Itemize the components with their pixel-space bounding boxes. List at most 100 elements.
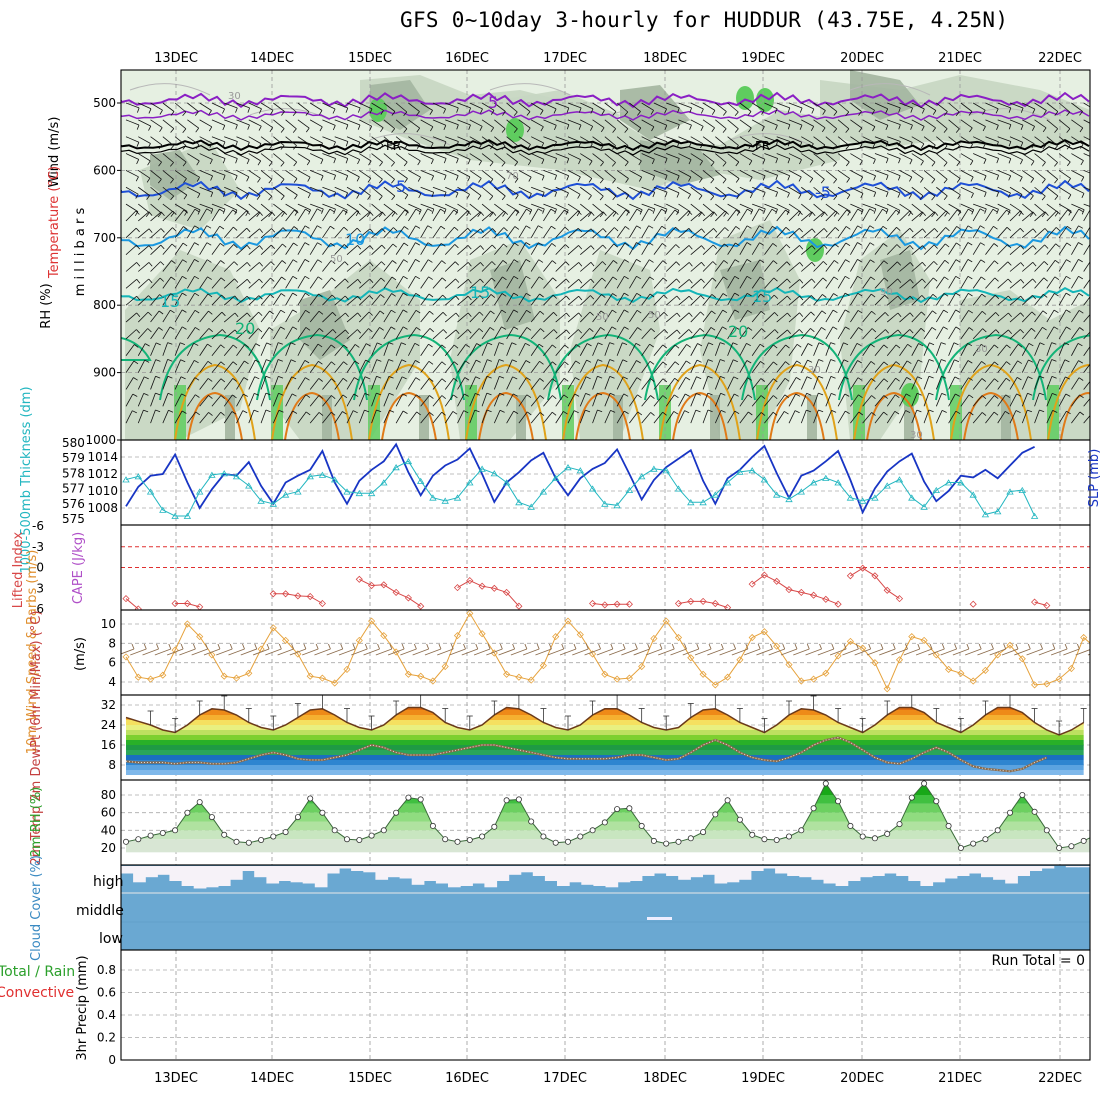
rh2m-point xyxy=(159,830,166,837)
wind-barb-flag xyxy=(602,244,607,249)
wind-barb xyxy=(899,170,912,178)
wind-barb xyxy=(629,186,643,194)
wind-barb-flag xyxy=(416,394,421,398)
wind-barb-flag xyxy=(909,295,914,301)
wind-barb xyxy=(174,209,185,222)
rh-label: 30 xyxy=(975,344,988,355)
wind-barb-flag xyxy=(909,312,914,317)
wind-barb-flag xyxy=(907,343,912,348)
wind-barb-flag xyxy=(846,178,850,183)
wind-barb xyxy=(801,203,813,214)
wind-barb xyxy=(138,186,150,196)
wind10m-barb xyxy=(535,648,552,656)
wind10m-barb-flag xyxy=(401,643,405,650)
y-tick-temp: 32 xyxy=(101,698,116,712)
wind-barb xyxy=(518,203,532,211)
isotherm-20 xyxy=(644,333,756,401)
wind-barb-flag xyxy=(750,209,754,215)
wind-barb-flag xyxy=(183,194,188,200)
isotherm-30 xyxy=(1060,391,1090,440)
wind-barb xyxy=(837,276,846,289)
wind-barb xyxy=(211,203,226,210)
wind-barb xyxy=(776,170,790,177)
wind-barb-flag xyxy=(870,343,875,348)
wind-barb xyxy=(543,277,554,289)
wind-barb-flag xyxy=(455,329,460,334)
wind10m-point xyxy=(159,671,167,679)
rh2m-point xyxy=(208,814,215,821)
wind-barb-flag xyxy=(465,344,471,348)
wind-barb-flag xyxy=(746,343,751,347)
wind-barb xyxy=(616,186,630,196)
wind-barb xyxy=(506,326,515,340)
wind-barb-flag xyxy=(330,242,335,247)
wind-barb xyxy=(592,392,598,407)
rh-contour xyxy=(489,83,571,96)
wind-barb xyxy=(297,394,307,407)
wind-barb xyxy=(543,136,557,143)
wind-barb xyxy=(935,359,942,373)
wind-barb xyxy=(187,153,200,162)
wind-barb-flag xyxy=(1008,192,1011,198)
wind-barb xyxy=(1034,170,1046,180)
rh-bands xyxy=(126,783,1090,853)
wind-barb xyxy=(960,293,969,306)
wind-barb-flag xyxy=(724,210,729,215)
cloud-gap-high xyxy=(181,866,195,886)
wind-barb xyxy=(874,136,889,143)
wind-barb-flag xyxy=(970,160,974,166)
wind-barb xyxy=(911,245,923,255)
wind-barb-flag xyxy=(956,242,961,247)
wind-barb-flag xyxy=(688,295,693,301)
thickness-point xyxy=(1006,488,1014,495)
wind-barb xyxy=(383,309,392,323)
thickness-point xyxy=(797,488,806,495)
wind-barb-flag xyxy=(147,328,152,333)
wind-barb xyxy=(604,393,611,407)
wind-barb-flag xyxy=(499,376,505,379)
wind-barb-flag xyxy=(736,194,740,200)
rh2m-point xyxy=(123,838,130,845)
wind-barb xyxy=(1071,208,1080,222)
wind-barb xyxy=(1096,345,1100,356)
wind-barb-flag xyxy=(356,194,360,199)
wind-barb xyxy=(248,376,256,390)
wind-barb-flag xyxy=(305,111,310,116)
wind-barb-flag xyxy=(291,376,297,380)
wind-barb-flag xyxy=(358,107,361,113)
wind-barb-flag xyxy=(443,125,447,131)
wind10m-point xyxy=(687,654,695,662)
wind-barb-flag xyxy=(685,377,691,381)
wind-barb xyxy=(874,277,885,289)
wind-barb xyxy=(972,293,983,306)
wind-barb xyxy=(469,409,476,424)
wind10m-barb xyxy=(289,648,307,656)
isotherm-20 xyxy=(159,333,271,401)
wind-barb xyxy=(641,242,650,255)
wind-barb xyxy=(997,170,1011,177)
wind-barb-flag xyxy=(982,109,986,115)
cloud-gap-high xyxy=(254,866,267,878)
wind-barb-flag xyxy=(1020,159,1023,165)
wind10m-point xyxy=(810,675,818,683)
thickness-point xyxy=(957,479,965,486)
wind-barb xyxy=(825,210,836,222)
wind-barb xyxy=(690,203,702,214)
wind-barb xyxy=(1096,330,1100,339)
wind-barb xyxy=(358,393,366,407)
wind-barb xyxy=(702,153,715,163)
wind-barb xyxy=(641,170,655,177)
wind-barb-flag xyxy=(759,225,764,229)
wind-barb-flag xyxy=(860,209,864,215)
label-convective: Convective xyxy=(0,985,74,1001)
wind-barb xyxy=(580,186,592,196)
wind-barb xyxy=(223,261,235,272)
wind-barb xyxy=(936,276,945,289)
wind10m-barb-flag xyxy=(634,643,638,650)
wind-barb-flag xyxy=(578,279,583,284)
y-tick-wind: 10 xyxy=(101,617,116,631)
wind-barb-flag xyxy=(354,360,360,365)
wind-barb-flag xyxy=(845,145,850,150)
wind-barb-flag xyxy=(1043,110,1047,115)
wind-barb xyxy=(420,395,430,407)
